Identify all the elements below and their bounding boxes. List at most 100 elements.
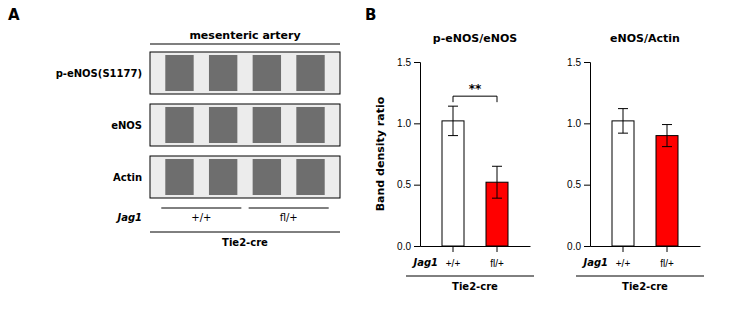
bar (442, 121, 464, 246)
y-tick: 0.5 (567, 179, 590, 190)
plot-marks (612, 109, 678, 246)
blot-band (296, 159, 324, 195)
x-axis-title: Tie2-cre (452, 281, 498, 292)
axis-domain (591, 246, 701, 247)
x-axis-title: Tie2-cre (622, 281, 668, 292)
x-row-label: Jag1 (411, 257, 438, 268)
blot-row (150, 52, 340, 94)
blot-band (209, 107, 237, 143)
blot-row (150, 104, 340, 146)
x-tick-mark (623, 246, 624, 252)
blot-band (165, 159, 193, 195)
error-bar-stem (453, 106, 454, 135)
blot-band (165, 107, 193, 143)
x-tick-mark (667, 246, 668, 252)
error-bar (448, 106, 458, 135)
y-tick-label: 1.0 (567, 118, 581, 129)
x-tick: +/+ (616, 246, 631, 269)
y-tick-mark (584, 123, 590, 124)
y-tick-mark (414, 185, 420, 186)
blot-group-label: +/+ (191, 212, 211, 223)
error-bar-cap (662, 124, 672, 125)
axis-domain (414, 63, 421, 247)
y-tick-mark (584, 185, 590, 186)
blot-band (253, 55, 281, 91)
blot-row-label: eNOS (111, 120, 142, 131)
error-bar-cap (618, 108, 628, 109)
bar-chart: eNOS/Actin 0.0 0.5 1.0 1.5 +/+ fl/+ Jag1 Tie2-cr… (567, 32, 704, 292)
error-bar (618, 109, 628, 134)
blot-genotype-label: Jag1 (115, 212, 142, 223)
y-tick: 1.0 (397, 118, 420, 129)
y-tick-label: 0.0 (567, 241, 581, 252)
y-tick: 0.5 (397, 179, 420, 190)
y-tick: 0.0 (397, 241, 420, 252)
y-axis-title: Band density ratio (374, 96, 387, 211)
error-bar-stem (623, 109, 624, 134)
error-bar-stem (667, 125, 668, 147)
error-bar-cap (618, 133, 628, 134)
x-tick: +/+ (446, 246, 461, 269)
panel-label: B (365, 6, 376, 24)
blot-band (296, 55, 324, 91)
blot-row-label: Actin (113, 172, 142, 183)
error-bar-cap (662, 146, 672, 147)
blot-group-line (161, 208, 241, 209)
x-tick-label: +/+ (616, 258, 631, 269)
annotation: ** (469, 82, 482, 96)
y-tick-label: 1.0 (397, 118, 411, 129)
y-tick-mark (414, 246, 420, 247)
blot-group-label: fl/+ (280, 212, 298, 223)
blot-band (253, 159, 281, 195)
y-tick: 1.5 (397, 57, 420, 68)
blot-band (296, 107, 324, 143)
panel-label: A (8, 6, 20, 24)
blot-title: mesenteric artery (189, 29, 300, 42)
blot-panel: mesenteric artery p-eNOS(S1177) eNOS Actin +… (56, 29, 340, 248)
error-bar (662, 125, 672, 147)
axis-domain (421, 246, 531, 247)
axis-domain (584, 63, 591, 247)
blot-band (165, 55, 193, 91)
blot-band (253, 107, 281, 143)
y-tick: 1.5 (567, 57, 590, 68)
y-tick-mark (584, 246, 590, 247)
blot-group-line (249, 208, 329, 209)
error-bar (492, 166, 502, 198)
blot-row-label: p-eNOS(S1177) (56, 68, 142, 79)
y-tick: 1.0 (567, 118, 590, 129)
y-tick-label: 0.5 (397, 179, 411, 190)
x-tick: fl/+ (660, 246, 674, 269)
xlabel-line (576, 276, 704, 277)
x-tick-mark (453, 246, 454, 252)
blot-cre-label: Tie2-cre (222, 237, 268, 248)
bar (656, 136, 678, 246)
y-tick-label: 1.5 (567, 57, 581, 68)
blot-title-line (150, 43, 340, 44)
error-bar-cap (448, 135, 458, 136)
figure: A Bmesenteric artery p-eNOS(S1177) eNOS Acti… (0, 0, 729, 324)
blot-band (209, 55, 237, 91)
y-tick-label: 0.0 (397, 241, 411, 252)
blot-band (209, 159, 237, 195)
y-axis: 0.0 0.5 1.0 1.5 (397, 57, 420, 252)
error-bar-cap (448, 106, 458, 107)
bar (612, 121, 634, 246)
bar-chart: p-eNOS/eNOS 0.0 0.5 1.0 1.5 +/+ fl/+ Band densi… (374, 32, 534, 292)
x-tick-label: fl/+ (660, 258, 674, 269)
x-row-label: Jag1 (581, 257, 608, 268)
y-axis: 0.0 0.5 1.0 1.5 (567, 57, 590, 252)
blot-row (150, 156, 340, 198)
chart-title: p-eNOS/eNOS (433, 32, 517, 45)
x-tick-label: +/+ (446, 258, 461, 269)
error-bar-cap (492, 166, 502, 167)
y-tick-mark (414, 123, 420, 124)
chart-title: eNOS/Actin (610, 32, 680, 45)
x-tick-label: fl/+ (490, 258, 504, 269)
significance-bracket (453, 96, 497, 102)
y-tick-mark (414, 62, 420, 63)
y-tick: 0.0 (567, 241, 590, 252)
xlabel-line (406, 276, 534, 277)
x-tick-mark (497, 246, 498, 252)
blot-cre-line (150, 232, 340, 233)
